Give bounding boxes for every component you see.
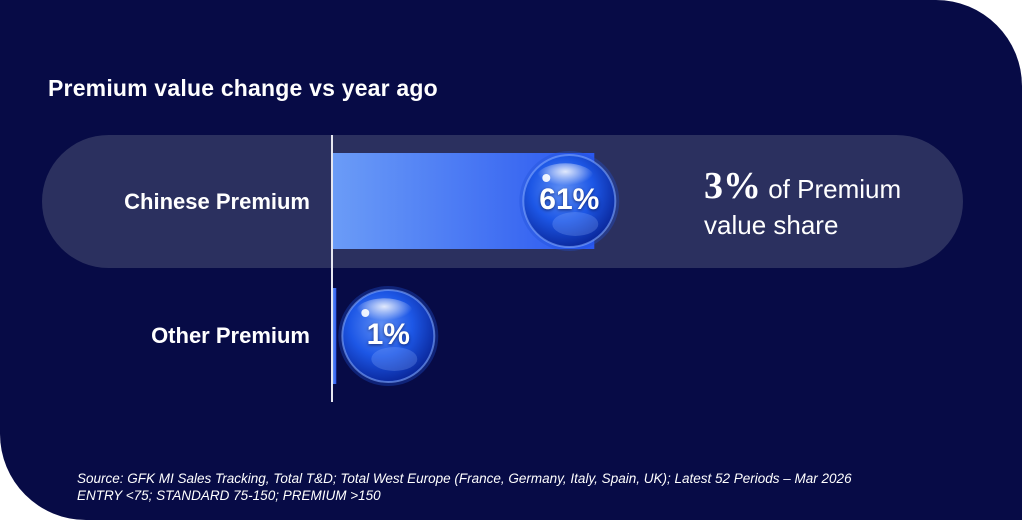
chart-title: Premium value change vs year ago [48, 75, 438, 101]
bar-other-premium [332, 288, 337, 384]
value-label-other-premium: 1% [366, 318, 410, 351]
value-share-number: 3% [704, 165, 761, 207]
zero-axis-line [331, 135, 333, 402]
value-label-chinese-premium: 61% [539, 183, 600, 216]
value-share-suffix: of Premium [761, 174, 902, 204]
category-label-chinese-premium: Chinese Premium [124, 189, 310, 214]
source-note: Source: GFK MI Sales Tracking, Total T&D… [77, 470, 852, 504]
source-line-1: Source: GFK MI Sales Tracking, Total T&D… [77, 471, 852, 486]
value-share-line-1: 3% of Premium [704, 165, 902, 207]
value-share-line-2: value share [704, 210, 839, 240]
category-label-other-premium: Other Premium [151, 323, 310, 348]
source-line-2: ENTRY <75; STANDARD 75-150; PREMIUM >150 [77, 488, 381, 503]
bubble-chinese-premium [519, 151, 620, 251]
value-share-callout: 3% of Premium value share [704, 165, 902, 243]
bubble-other-premium [338, 286, 439, 386]
